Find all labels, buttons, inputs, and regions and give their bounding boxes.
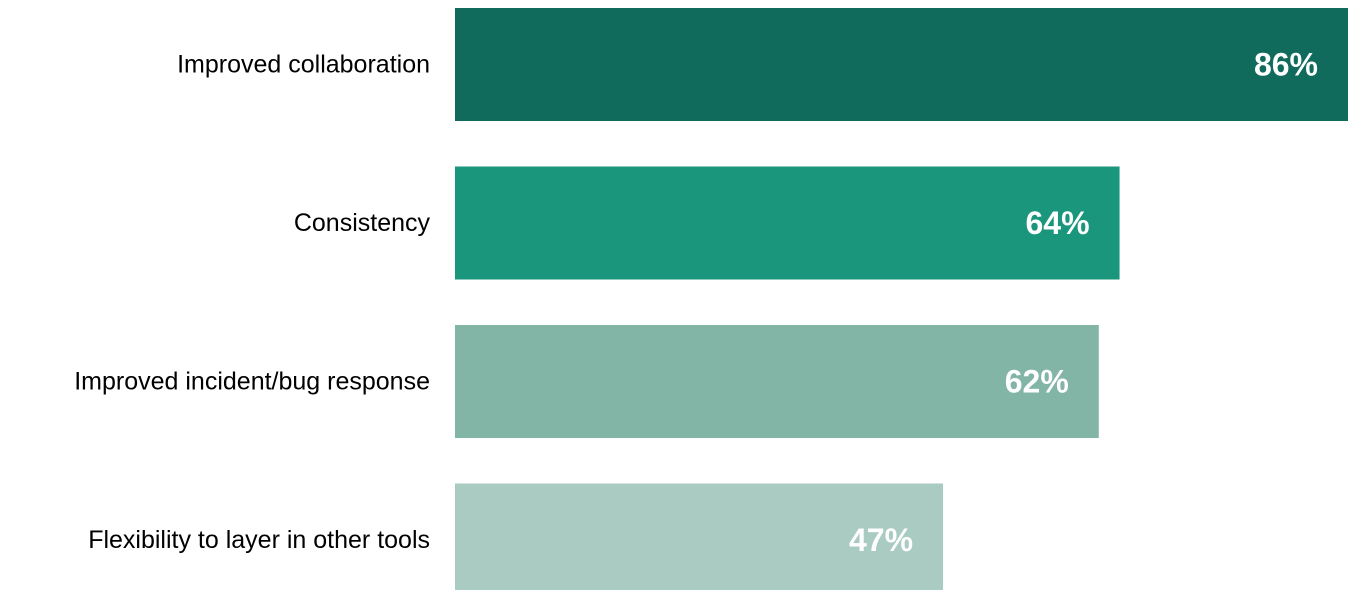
category-label: Consistency [294,209,431,237]
value-label: 47% [849,522,913,558]
bar [455,483,944,590]
bar [455,8,1348,121]
bar-group: Improved collaboration 86% [177,8,1348,121]
bar [455,166,1120,280]
category-label: Flexibility to layer in other tools [88,526,430,554]
bar-group: Improved incident/bug response 62% [74,325,1099,438]
bar [455,325,1099,438]
category-label: Improved incident/bug response [74,368,430,396]
bar-group: Flexibility to layer in other tools 47% [88,483,944,590]
category-label: Improved collaboration [177,51,430,79]
value-label: 86% [1254,47,1318,83]
value-label: 64% [1026,205,1090,241]
value-label: 62% [1005,364,1069,400]
bar-group: Consistency 64% [294,166,1120,280]
